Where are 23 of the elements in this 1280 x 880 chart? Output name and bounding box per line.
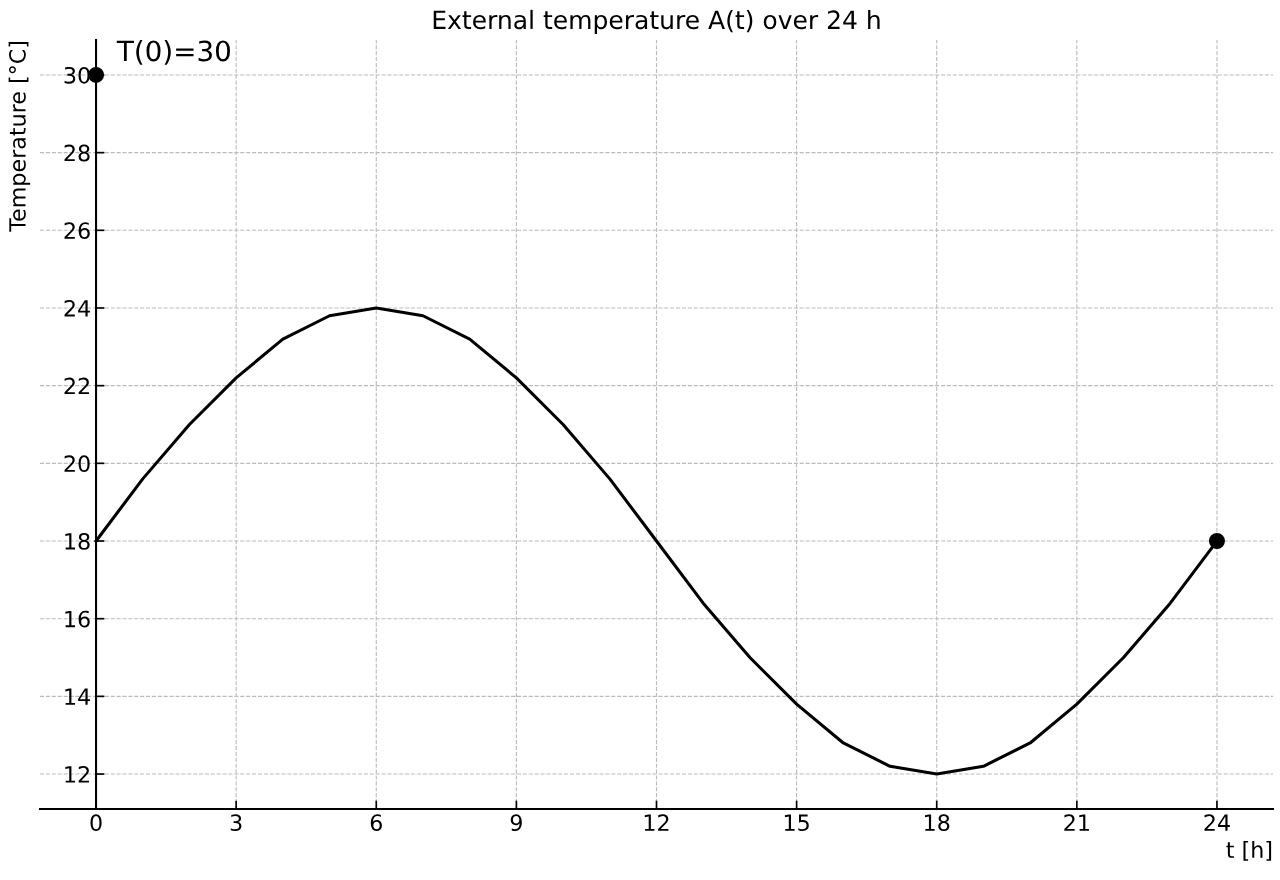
y-tick-label: 14 [65, 688, 90, 705]
x-axis-title: t [h] [1226, 840, 1272, 861]
y-tick-label: 16 [65, 610, 90, 628]
y-axis-title: Temperature [°C] [8, 41, 31, 232]
y-tick-label: 30 [64, 66, 90, 84]
annotation: T(0)=30 [116, 39, 230, 65]
x-tick-label: 15 [784, 814, 809, 832]
x-tick-label: 18 [925, 814, 950, 832]
x-tick-label: 3 [230, 814, 242, 832]
y-tick-label: 28 [64, 144, 90, 162]
y-tick-label: 24 [64, 299, 90, 317]
x-tick-label: 24 [1204, 814, 1230, 831]
y-tick-label: 18 [65, 532, 90, 550]
y-tick-label: 22 [64, 377, 89, 395]
x-tick-label: 21 [1064, 814, 1089, 831]
y-tick-label: 20 [64, 455, 90, 473]
x-tick-label: 12 [644, 814, 669, 831]
x-tick-label: 6 [370, 814, 382, 832]
chart-title: External temperature A(t) over 24 h [433, 9, 880, 35]
x-tick-label: 0 [90, 814, 102, 832]
y-tick-label: 26 [64, 222, 90, 240]
y-tick-label: 12 [65, 766, 89, 783]
x-tick-label: 9 [510, 814, 522, 832]
